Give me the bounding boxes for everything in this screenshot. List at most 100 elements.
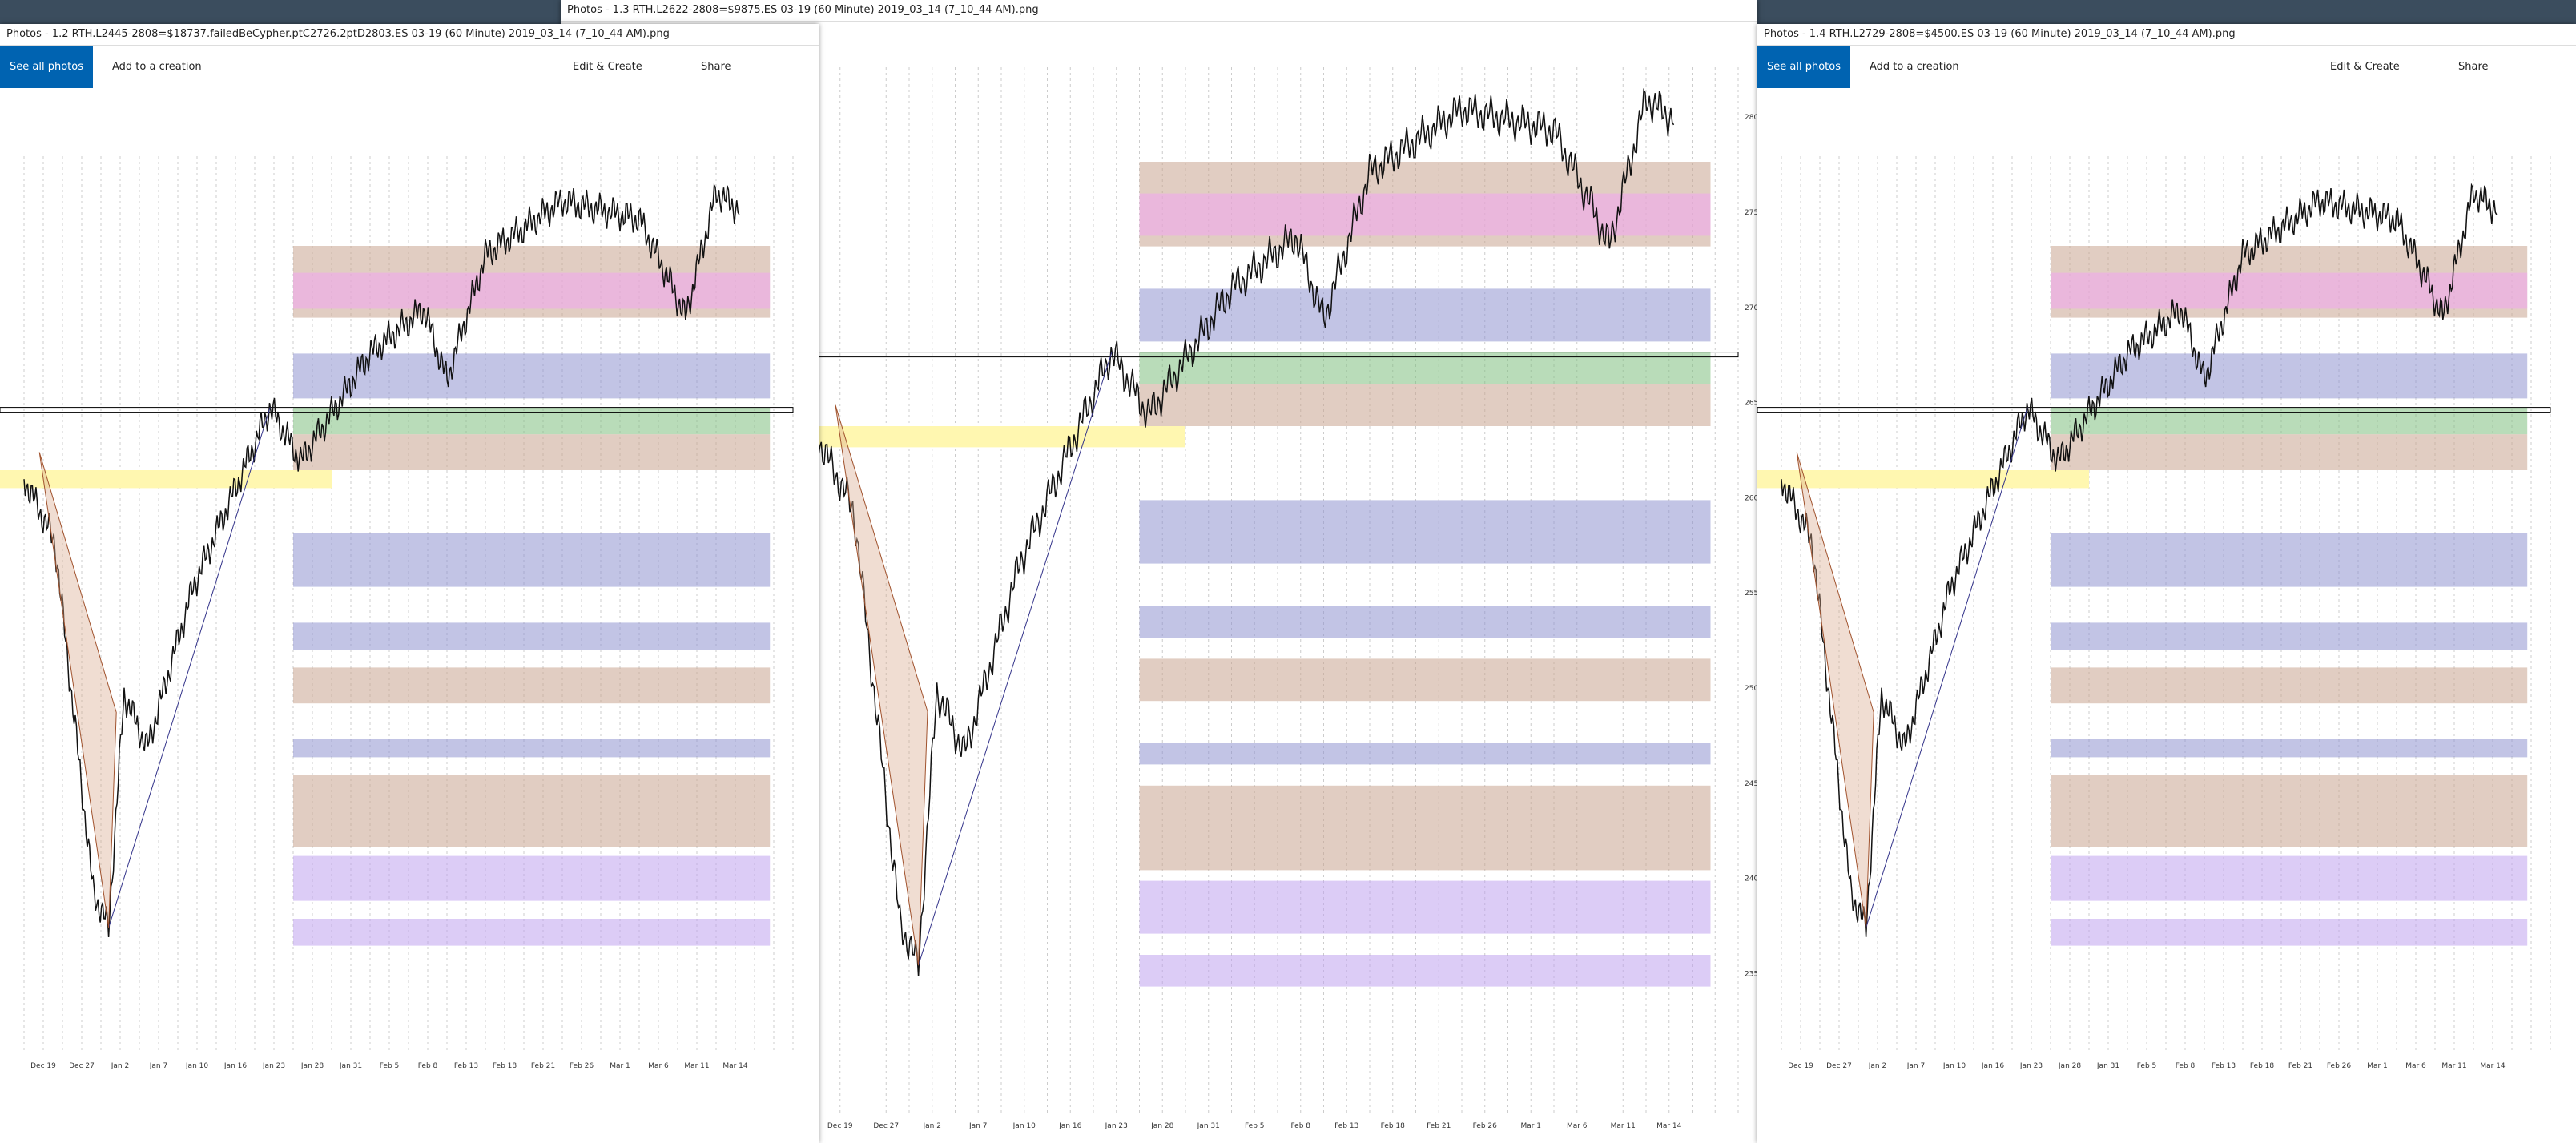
zone-band (2051, 434, 2528, 470)
toolbar-button[interactable]: Add to a creation (112, 61, 202, 73)
x-axis-label: Jan 2 (111, 1062, 129, 1070)
x-axis-label: Feb 18 (493, 1062, 517, 1070)
grid (23, 156, 794, 1053)
price-axis-label: 2500.00 (1745, 685, 1757, 693)
x-axis-label: Jan 23 (262, 1062, 285, 1070)
x-axis-label: Feb 13 (2212, 1062, 2236, 1070)
toolbar-button[interactable]: Edit & Create (2330, 61, 2400, 73)
zone-band (2051, 353, 2528, 399)
pattern-triangle (835, 404, 928, 966)
zone-band (1757, 407, 2551, 413)
x-axis-label: Jan 28 (2058, 1062, 2081, 1070)
zone-band (2051, 667, 2528, 704)
price-axis-label: 2600.00 (1745, 494, 1757, 502)
x-axis-label: Jan 7 (968, 1122, 987, 1130)
zone-band (293, 407, 771, 435)
zone-band (293, 533, 771, 587)
x-axis-label: Feb 8 (2176, 1062, 2196, 1070)
x-axis-label: Mar 1 (610, 1062, 630, 1070)
zone-band (293, 353, 771, 399)
x-axis-label: Jan 31 (1197, 1122, 1220, 1130)
x-axis-label: Jan 16 (223, 1062, 247, 1070)
x-axis-label: Dec 27 (1826, 1062, 1852, 1070)
x-axis-label: Feb 21 (531, 1062, 555, 1070)
x-axis-label: Jan 31 (339, 1062, 362, 1070)
toolbar-button[interactable]: Add to a creation (1870, 61, 1959, 73)
zone-band (293, 667, 771, 704)
toolbar-button[interactable]: Share (2458, 61, 2489, 73)
x-axis-label: Feb 18 (1381, 1122, 1406, 1130)
x-axis-label: Jan 2 (923, 1122, 941, 1130)
zone-band (2051, 775, 2528, 847)
x-axis-label: Jan 28 (300, 1062, 324, 1070)
x-axis-label: Feb 26 (2327, 1062, 2352, 1070)
zone-band (1139, 743, 1711, 765)
x-axis-label: Mar 6 (2405, 1062, 2426, 1070)
toolbar-button[interactable]: Share (701, 61, 731, 73)
grid (1781, 156, 2551, 1053)
zone-band (2051, 855, 2528, 901)
zone-band (293, 919, 771, 946)
x-axis-label: Feb 18 (2250, 1062, 2275, 1070)
x-axis-label: Feb 5 (380, 1062, 400, 1070)
zone-band (1757, 470, 2089, 489)
price-series (1781, 183, 2498, 937)
zone-band (2051, 739, 2528, 758)
x-axis-label: Jan 10 (1012, 1122, 1036, 1130)
photos-window: Photos - 1.2 RTH.L2445-2808=$18737.faile… (0, 24, 819, 1143)
pattern-line (1866, 407, 2028, 928)
price-axis-label: 2550.00 (1745, 590, 1757, 598)
zone-band (293, 272, 771, 309)
window-title: Photos - 1.4 RTH.L2729-2808=$4500.ES 03-… (1757, 24, 2576, 46)
zone-band (1139, 288, 1711, 342)
x-axis-label: Mar 11 (684, 1062, 709, 1070)
zone-band (293, 775, 771, 847)
x-axis-label: Dec 19 (30, 1062, 56, 1070)
toolbar-button[interactable]: See all photos (1757, 46, 1850, 88)
x-axis-label: Jan 10 (1942, 1062, 1966, 1070)
window-title: Photos - 1.3 RTH.L2622-2808=$9875.ES 03-… (561, 0, 1757, 22)
x-axis-label: Feb 13 (1334, 1122, 1358, 1130)
zone-band (1139, 606, 1711, 638)
zone-band (1139, 785, 1711, 871)
zone-band (1139, 658, 1711, 702)
zone-band (2051, 272, 2528, 309)
zone-band (2051, 533, 2528, 587)
pattern-line (108, 407, 271, 928)
zone-band (2051, 919, 2528, 946)
zone-band (1139, 955, 1711, 987)
x-axis-label: Mar 14 (2480, 1062, 2506, 1070)
toolbar-button[interactable]: See all photos (0, 46, 93, 88)
x-axis-label: Jan 7 (1906, 1062, 1925, 1070)
zone-band (293, 739, 771, 758)
x-axis-label: Mar 14 (722, 1062, 748, 1070)
x-axis-label: Feb 21 (2288, 1062, 2312, 1070)
zone-band (0, 470, 332, 489)
zone-band (293, 622, 771, 650)
toolbar: See all photos Add to a creation Edit & Cr… (1757, 46, 2576, 88)
x-axis-label: Feb 5 (1245, 1122, 1265, 1130)
x-axis-label: Mar 6 (1567, 1122, 1588, 1130)
price-axis-label: 2700.00 (1745, 304, 1757, 312)
chart-image: Dec 19 Dec 27 Jan 2 Jan 7 Jan 10 Jan 16 Jan 23… (561, 64, 1757, 1130)
toolbar-button[interactable]: Edit & Create (573, 61, 642, 73)
pattern-line (918, 352, 1113, 966)
zone-band (293, 434, 771, 470)
x-axis-label: Feb 26 (1473, 1122, 1498, 1130)
zone-band (1139, 352, 1711, 384)
x-axis-label: Dec 27 (873, 1122, 899, 1130)
zone-band (1139, 193, 1711, 236)
zone-band (2051, 407, 2528, 435)
x-axis-label: Feb 21 (1427, 1122, 1451, 1130)
chart-image: Dec 19 Dec 27 Jan 2 Jan 7 Jan 10 Jan 16 Jan 23… (0, 156, 794, 1070)
zone-band (1139, 880, 1711, 934)
x-axis-label: Jan 31 (2096, 1062, 2119, 1070)
x-axis-label: Jan 10 (185, 1062, 208, 1070)
price-axis-label: 2350.00 (1745, 970, 1757, 978)
x-axis-label: Jan 7 (149, 1062, 167, 1070)
x-axis-label: Feb 13 (454, 1062, 478, 1070)
price-axis-label: 2450.00 (1745, 780, 1757, 788)
x-axis-label: Mar 14 (1656, 1122, 1682, 1130)
zone-band (561, 352, 1739, 358)
